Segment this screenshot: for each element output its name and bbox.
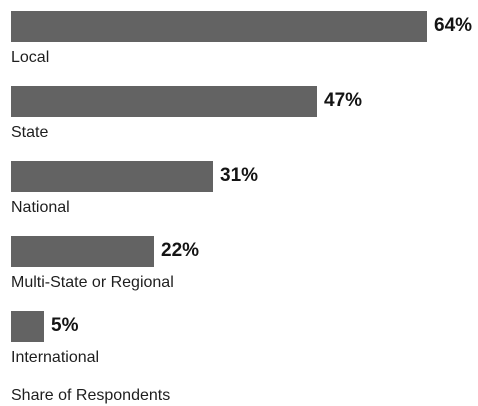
bar-multi-state-or-regional xyxy=(11,236,154,267)
category-label-national: National xyxy=(11,199,70,216)
bar-group-national: 31% National xyxy=(0,161,478,225)
value-label-national: 31% xyxy=(220,165,259,186)
category-label-state: State xyxy=(11,124,49,141)
category-label-local: Local xyxy=(11,49,50,66)
value-label-international: 5% xyxy=(51,315,79,336)
bar-group-local: 64% Local xyxy=(0,11,478,75)
value-label-state: 47% xyxy=(324,90,363,111)
value-label-local: 64% xyxy=(434,15,473,36)
bar-group-international: 5% International xyxy=(0,311,478,375)
bar-group-multi-state-or-regional: 22% Multi-State or Regional xyxy=(0,236,478,300)
category-label-multi-state-or-regional: Multi-State or Regional xyxy=(11,274,174,291)
bar-local xyxy=(11,11,427,42)
category-label-international: International xyxy=(11,349,100,366)
bar-group-state: 47% State xyxy=(0,86,478,150)
bar-national xyxy=(11,161,213,192)
bar-state xyxy=(11,86,317,117)
bar-international xyxy=(11,311,44,342)
value-label-multi-state-or-regional: 22% xyxy=(161,240,200,261)
x-axis-title: Share of Respondents xyxy=(11,387,171,404)
